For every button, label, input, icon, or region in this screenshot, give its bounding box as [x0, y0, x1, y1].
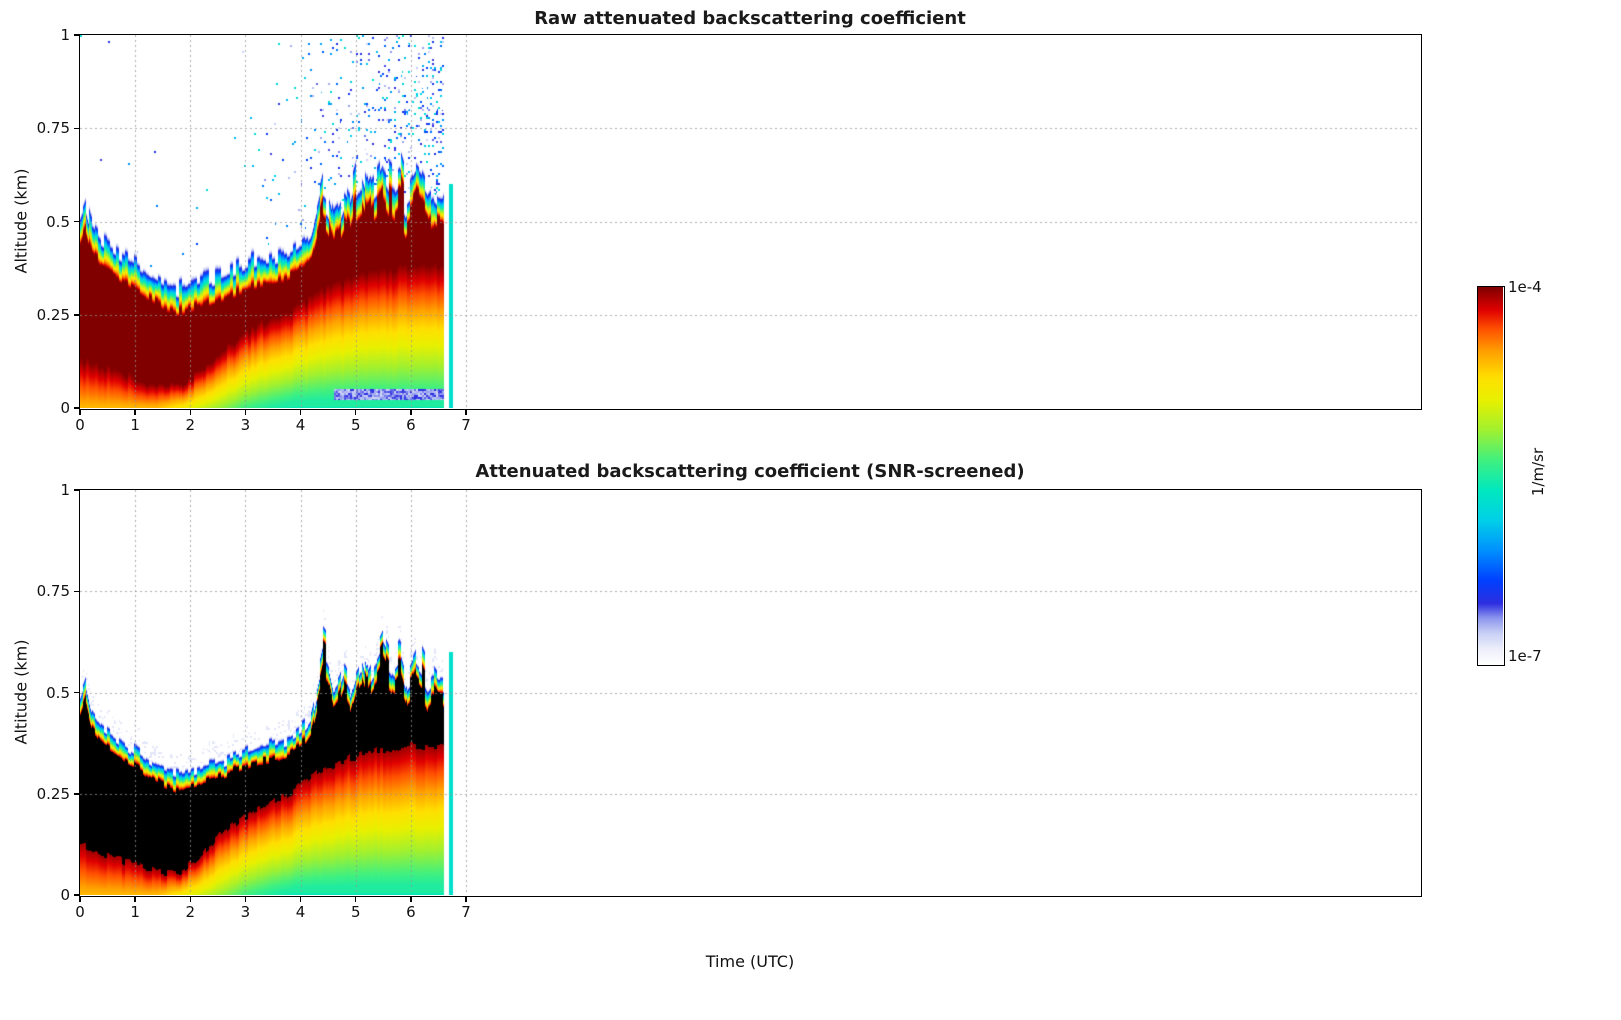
x-tick-mark	[79, 409, 81, 415]
y-tick-label: 0.5	[46, 212, 70, 231]
x-tick-label: 6	[406, 416, 416, 434]
x-axis-label: Time (UTC)	[705, 952, 795, 971]
plot1-axes	[78, 33, 1422, 410]
x-tick-mark	[465, 409, 467, 415]
x-tick-label: 2	[185, 416, 196, 434]
x-tick-label: 6	[406, 903, 416, 921]
x-tick-label: 1	[130, 903, 140, 921]
x-tick-mark	[244, 409, 247, 415]
colorbar-gradient	[1477, 286, 1503, 664]
plot1-heatmap	[79, 34, 1420, 408]
x-tick-mark	[354, 896, 357, 902]
x-tick-label: 0	[75, 416, 85, 434]
y-tick-label: 0.75	[36, 582, 70, 601]
x-tick-mark	[354, 409, 357, 415]
x-tick-mark	[299, 896, 302, 902]
y-tick-mark	[73, 894, 79, 896]
y-tick-mark	[73, 407, 79, 409]
x-tick-mark	[189, 896, 192, 902]
x-tick-mark	[465, 896, 467, 902]
y-tick-mark	[73, 691, 79, 694]
x-tick-label: 0	[75, 903, 85, 921]
x-tick-mark	[79, 896, 81, 902]
colorbar-units-label: 1/m/sr	[1529, 447, 1547, 497]
x-tick-mark	[189, 409, 192, 415]
plot2-axes	[78, 488, 1422, 897]
y-tick-label: 0	[60, 886, 70, 904]
y-tick-label: 0.25	[36, 305, 70, 324]
y-tick-mark	[73, 314, 79, 316]
x-tick-label: 3	[240, 903, 251, 921]
x-tick-label: 5	[350, 416, 361, 434]
y-tick-mark	[73, 127, 79, 129]
x-tick-mark	[410, 409, 412, 415]
x-tick-mark	[410, 896, 412, 902]
y-tick-label: 0.5	[46, 683, 70, 702]
plot1-title: Raw attenuated backscattering coefficien…	[534, 8, 966, 29]
y-tick-label: 1	[60, 481, 70, 499]
x-tick-mark	[244, 896, 247, 902]
y-tick-label: 0.75	[36, 119, 70, 138]
x-tick-label: 7	[461, 903, 471, 921]
y-tick-mark	[73, 220, 79, 223]
y-tick-mark	[73, 34, 79, 36]
x-tick-mark	[134, 409, 136, 415]
x-tick-mark	[134, 896, 136, 902]
y-tick-mark	[73, 590, 79, 592]
x-tick-mark	[299, 409, 302, 415]
colorbar	[1476, 285, 1505, 666]
x-tick-label: 7	[461, 416, 471, 434]
x-tick-label: 5	[350, 903, 361, 921]
colorbar-max-label: 1e-4	[1508, 278, 1542, 296]
x-tick-label: 4	[295, 416, 306, 434]
y-tick-mark	[73, 489, 79, 491]
y-tick-label: 0	[60, 399, 70, 417]
plot2-title: Attenuated backscattering coefficient (S…	[475, 461, 1025, 482]
x-tick-label: 1	[130, 416, 140, 434]
y-tick-mark	[73, 793, 79, 795]
colorbar-min-label: 1e-7	[1508, 647, 1542, 665]
y-tick-label: 0.25	[36, 784, 70, 803]
y-tick-label: 1	[60, 26, 70, 44]
x-tick-label: 4	[295, 903, 306, 921]
plot2-heatmap	[79, 489, 1420, 895]
x-tick-label: 3	[240, 416, 251, 434]
x-tick-label: 2	[185, 903, 196, 921]
